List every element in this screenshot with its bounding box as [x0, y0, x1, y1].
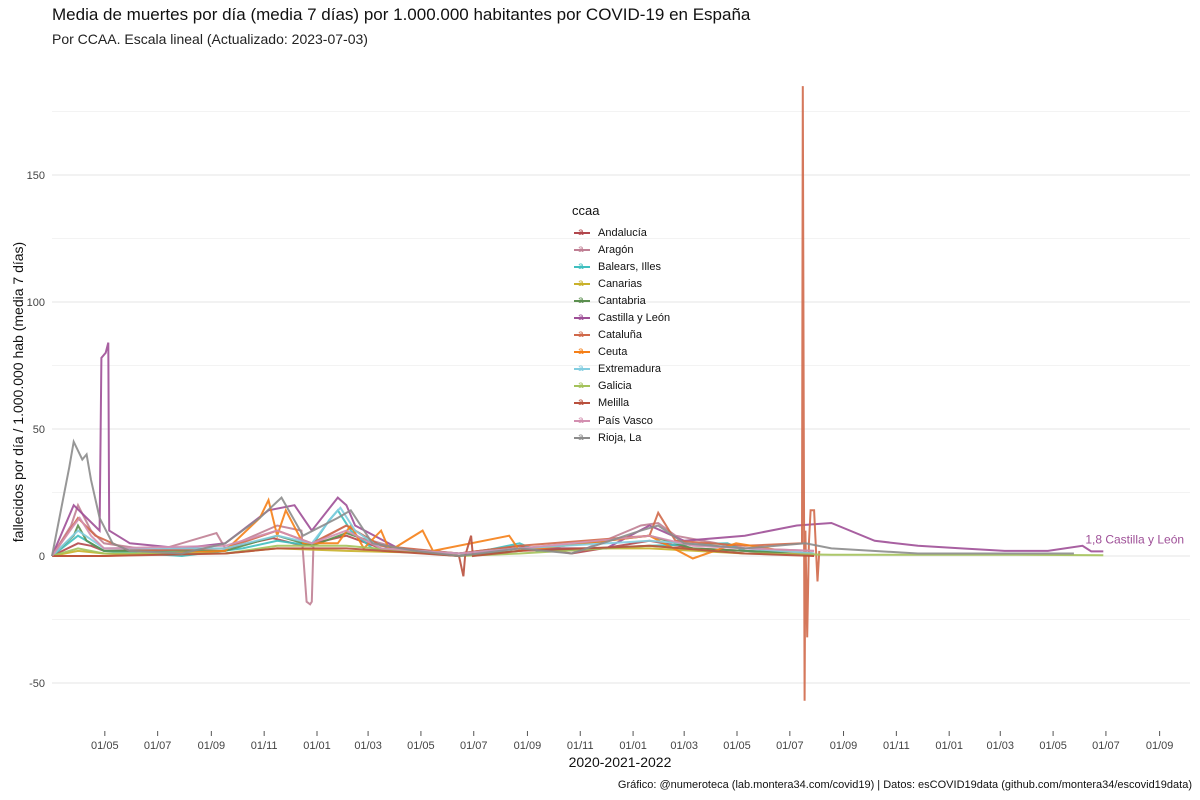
legend-label: Andalucía [598, 226, 647, 239]
legend-key-icon: a [572, 397, 592, 409]
y-tick-label: -50 [29, 678, 45, 690]
legend-item: a Andalucía [572, 224, 670, 241]
x-tick-label: 01/07 [460, 740, 488, 752]
legend-item: a Rioja, La [572, 429, 670, 446]
x-tick-label: 01/09 [1146, 740, 1174, 752]
legend-label: Rioja, La [598, 431, 642, 444]
legend-key-icon: a [572, 380, 592, 392]
series-line-catalu-a [51, 86, 821, 701]
legend-label: Canarias [598, 277, 643, 290]
x-tick-label: 01/11 [567, 740, 594, 752]
legend-key-icon: a [572, 244, 592, 256]
legend-key-icon: a [572, 312, 592, 324]
x-tick-label: 01/07 [776, 740, 804, 752]
legend-item: a Extremadura [572, 361, 670, 378]
x-tick-label: 01/07 [144, 740, 172, 752]
legend-item: a Balears, Illes [572, 258, 670, 275]
legend-key-icon: a [572, 346, 592, 358]
x-tick-label: 01/05 [1039, 740, 1067, 752]
caption: Gráfico: @numeroteca (lab.montera34.com/… [617, 779, 1192, 791]
y-tick-label: 50 [33, 424, 45, 436]
legend-item: a Cataluña [572, 327, 670, 344]
x-tick-label: 01/05 [407, 740, 435, 752]
legend-label: Castilla y León [598, 312, 671, 325]
x-tick-label: 01/05 [91, 740, 119, 752]
legend-label: País Vasco [598, 414, 653, 427]
legend-item: a Melilla [572, 395, 670, 412]
x-tick-label: 01/09 [830, 740, 858, 752]
legend-label: Cantabria [598, 294, 646, 307]
x-tick-label: 01/05 [723, 740, 751, 752]
chart-subtitle: Por CCAA. Escala lineal (Actualizado: 20… [52, 31, 368, 47]
x-tick-label: 01/01 [935, 740, 963, 752]
legend-label: Ceuta [598, 346, 628, 359]
legend-item: a Galicia [572, 378, 670, 395]
legend-key-icon: a [572, 415, 592, 427]
x-tick-label: 01/03 [670, 740, 698, 752]
legend: ccaa a Andalucía a Aragón a Balears, Illes a Ca… [572, 203, 670, 446]
legend-title: ccaa [572, 203, 600, 218]
legend-item: a Ceuta [572, 344, 670, 361]
legend-item: a Aragón [572, 241, 670, 258]
x-tick-label: 01/03 [987, 740, 1015, 752]
series-line-castilla-y-le-n [51, 342, 1104, 557]
x-tick-label: 01/09 [198, 740, 226, 752]
series-line-arag-n [51, 502, 815, 606]
legend-label: Balears, Illes [598, 260, 661, 273]
x-axis-label: 2020-2021-2022 [568, 754, 672, 770]
legend-label: Melilla [598, 397, 630, 410]
y-tick-label: 0 [39, 551, 45, 563]
legend-item: a Cantabria [572, 292, 670, 309]
legend-key-icon: a [572, 261, 592, 273]
legend-key-icon: a [572, 363, 592, 375]
series-line-pa-s-vasco [51, 516, 815, 557]
x-tick-label: 01/01 [303, 740, 331, 752]
x-tick-label: 01/11 [883, 740, 910, 752]
series-line-melilla [52, 535, 815, 577]
legend-key-icon: a [572, 329, 592, 341]
end-label: 1,8 Castilla y León [1085, 532, 1184, 546]
y-tick-label: 150 [27, 170, 45, 182]
x-tick-label: 01/03 [354, 740, 382, 752]
legend-key-icon: a [572, 295, 592, 307]
x-tick-label: 01/07 [1092, 740, 1120, 752]
x-tick-label: 01/01 [619, 740, 647, 752]
legend-item: a País Vasco [572, 412, 670, 429]
legend-label: Aragón [598, 243, 634, 256]
legend-item: a Castilla y León [572, 309, 670, 326]
series-line-rioja-la [51, 438, 1074, 558]
x-tick-label: 01/11 [251, 740, 278, 752]
legend-key-icon: a [572, 227, 592, 239]
legend-key-icon: a [572, 432, 592, 444]
legend-label: Cataluña [598, 329, 643, 342]
chart-title: Media de muertes por día (media 7 días) … [52, 5, 751, 24]
legend-key-icon: a [572, 278, 592, 290]
legend-label: Extremadura [598, 363, 661, 376]
y-tick-label: 100 [27, 297, 45, 309]
x-tick-label: 01/09 [514, 740, 542, 752]
legend-item: a Canarias [572, 275, 670, 292]
legend-label: Galicia [598, 380, 632, 393]
